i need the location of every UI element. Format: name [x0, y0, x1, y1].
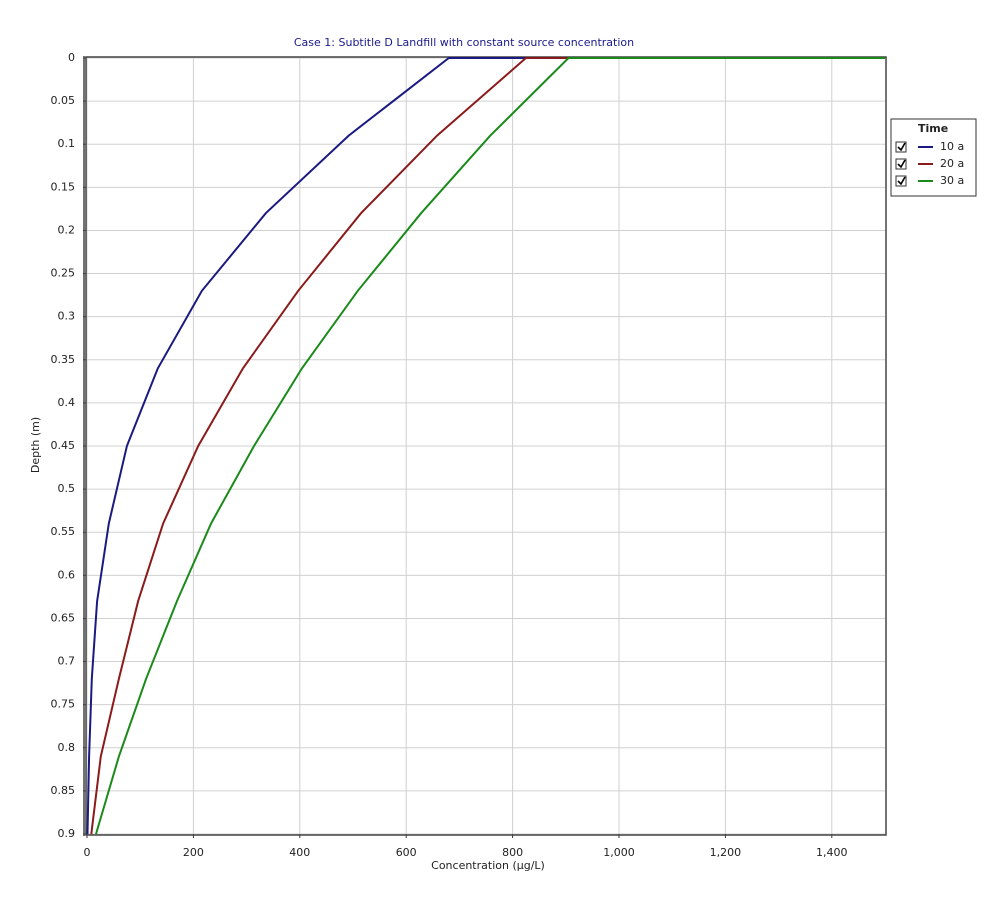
y-axis-label: Depth (m)	[29, 417, 42, 473]
checkmark	[897, 142, 906, 152]
y-tick-label: 0.9	[58, 827, 76, 840]
series-line	[90, 57, 885, 835]
legend-checkbox[interactable]	[895, 175, 907, 187]
chart-title: Case 1: Subtitle D Landfill with constan…	[294, 36, 634, 49]
x-tick-label: 0	[84, 846, 91, 859]
x-tick-label: 1,200	[710, 846, 742, 859]
x-tick-label: 600	[396, 846, 417, 859]
series-line	[86, 57, 885, 835]
y-tick-label: 0.2	[58, 223, 76, 236]
y-tick-label: 0.1	[58, 137, 76, 150]
y-tick-label: 0.65	[51, 611, 76, 624]
legend-label: 30 a	[940, 174, 964, 187]
checkmark	[897, 176, 906, 186]
x-axis-label: Concentration (µg/L)	[431, 859, 545, 872]
legend-label: 20 a	[940, 157, 964, 170]
x-tick-label: 400	[289, 846, 310, 859]
y-tick-label: 0.45	[51, 439, 76, 452]
y-tick-label: 0.25	[51, 267, 76, 280]
y-tick-label: 0.55	[51, 525, 76, 538]
y-tick-label: 0.6	[58, 568, 76, 581]
y-tick-label: 0.7	[58, 655, 76, 668]
legend-checkbox[interactable]	[895, 141, 907, 153]
x-tick-label: 200	[183, 846, 204, 859]
y-tick-label: 0.5	[58, 482, 76, 495]
y-tick-label: 0.35	[51, 353, 76, 366]
series-line	[95, 57, 885, 835]
x-tick-label: 800	[502, 846, 523, 859]
y-tick-label: 0.85	[51, 784, 76, 797]
y-tick-label: 0.4	[58, 396, 76, 409]
legend-checkbox[interactable]	[895, 158, 907, 170]
x-tick-label: 1,000	[603, 846, 635, 859]
y-tick-label: 0.75	[51, 698, 76, 711]
y-tick-label: 0.3	[58, 310, 76, 323]
legend-label: 10 a	[940, 140, 964, 153]
y-tick-label: 0.15	[51, 180, 76, 193]
x-tick-label: 1,400	[816, 846, 848, 859]
checkmark	[897, 159, 906, 169]
y-tick-label: 0.05	[51, 94, 76, 107]
legend-title: Time	[918, 122, 948, 135]
y-tick-label: 0	[68, 51, 75, 64]
y-tick-label: 0.8	[58, 741, 76, 754]
